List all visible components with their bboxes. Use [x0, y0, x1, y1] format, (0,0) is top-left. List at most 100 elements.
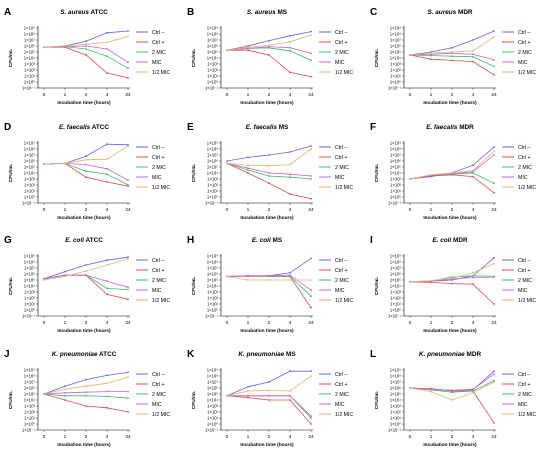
data-point: [127, 411, 129, 413]
legend-label: MIC: [335, 175, 345, 181]
legend-label: Ctrl +: [335, 268, 348, 274]
data-point: [247, 46, 249, 49]
data-point: [127, 179, 129, 182]
data-point: [472, 271, 474, 274]
y-tick-label: 1×10⁹: [207, 25, 218, 30]
data-point: [268, 175, 270, 177]
data-point: [85, 155, 87, 158]
x-tick-label: 1: [64, 207, 67, 213]
y-tick-label: 1×10⁴: [390, 283, 401, 288]
y-tick-label: 1×10⁹: [390, 253, 401, 258]
panel-title-suffix: ATCC: [98, 351, 117, 358]
x-axis-label: Incubation time (hours): [57, 328, 111, 334]
y-tick-label: 1×10⁸: [24, 259, 35, 264]
data-point: [451, 46, 453, 49]
y-axis-label: CFU/mL: [374, 391, 380, 409]
data-point: [310, 59, 312, 62]
data-point: [289, 71, 291, 74]
y-tick-label: 1×10⁹: [207, 253, 218, 258]
panel-title: E. coli MDR: [432, 237, 468, 244]
data-point: [247, 156, 249, 159]
y-axis-label: CFU/mL: [374, 49, 380, 67]
data-point: [430, 390, 432, 393]
data-point: [289, 193, 291, 195]
legend-label: Ctrl +: [335, 382, 348, 388]
data-point: [247, 164, 249, 167]
y-tick-label: 1×10¹: [390, 188, 401, 193]
y-tick-label: 1×10²: [207, 295, 218, 300]
legend-label: Ctrl +: [335, 155, 348, 161]
x-tick-label: 1: [64, 434, 67, 440]
y-tick-label: 1×10²: [390, 409, 401, 414]
data-point: [106, 41, 108, 44]
data-point: [493, 191, 495, 194]
data-point: [127, 298, 129, 301]
x-axis-label: Incubation time (hours): [57, 100, 111, 106]
x-tick-label: 4: [472, 207, 475, 213]
data-point: [430, 279, 432, 282]
data-point: [310, 145, 312, 147]
data-point: [472, 175, 474, 178]
panel-g: G E. coli ATCCCFU/mL1×10⁹1×10⁸1×10⁷1×10⁶1…: [4, 235, 170, 334]
x-tick-label: 1: [247, 92, 250, 98]
x-tick-label: 1: [64, 320, 67, 326]
data-point: [85, 158, 87, 161]
y-tick-label: 1×10⁵: [390, 164, 401, 169]
x-tick-label: 1: [430, 207, 433, 213]
data-point: [85, 378, 87, 381]
data-point: [85, 40, 87, 43]
legend-label: Ctrl +: [335, 40, 348, 46]
y-tick-label: 1×10⁰: [24, 194, 35, 199]
data-point: [451, 399, 453, 401]
y-tick-label: 1×10¹: [390, 415, 401, 420]
y-tick-label: 1×10⁴: [390, 397, 401, 402]
data-point: [310, 30, 312, 33]
data-point: [493, 373, 495, 376]
y-tick-label: 1×10³: [390, 289, 401, 294]
y-tick-label: 1×10⁻¹: [388, 313, 402, 318]
panel-title: E. coli ATCC: [65, 237, 103, 244]
data-point: [64, 385, 66, 388]
series-line-3: [43, 162, 129, 186]
y-tick-label: 1×10⁴: [207, 283, 218, 288]
data-point: [85, 274, 87, 277]
panel-letter: A: [4, 7, 11, 18]
x-tick-label: 24: [491, 320, 497, 326]
data-point: [268, 54, 270, 56]
data-point: [106, 395, 108, 398]
data-point: [268, 389, 270, 392]
x-tick-label: 24: [491, 92, 497, 98]
y-tick-label: 1×10⁸: [207, 373, 218, 378]
legend-label: Ctrl +: [518, 40, 531, 46]
x-tick-label: 4: [472, 434, 475, 440]
y-tick-label: 1×10⁴: [24, 170, 35, 175]
x-axis-label: Incubation time (hours): [240, 100, 294, 106]
x-tick-label: 2: [85, 207, 88, 213]
y-axis-label: CFU/mL: [191, 49, 197, 67]
panel-title: S. aureus MDR: [427, 9, 472, 16]
y-tick-label: 1×10²: [207, 409, 218, 414]
y-tick-label: 1×10⁶: [207, 385, 218, 390]
x-tick-label: 4: [106, 320, 109, 326]
legend-label: 1/2 MIC: [335, 412, 353, 418]
x-tick-label: 0: [409, 207, 412, 213]
y-tick-label: 1×10⁶: [207, 158, 218, 163]
legend-label: Ctrl –: [335, 30, 348, 36]
y-tick-label: 1×10⁻¹: [205, 427, 219, 432]
y-tick-label: 1×10⁶: [390, 158, 401, 163]
y-tick-label: 1×10⁻¹: [388, 85, 402, 90]
legend-label: Ctrl +: [152, 40, 165, 46]
series-line-5: [43, 145, 129, 165]
legend-label: MIC: [335, 60, 345, 66]
legend-label: Ctrl –: [335, 258, 348, 264]
x-tick-label: 4: [106, 207, 109, 213]
series-line-1: [226, 258, 312, 277]
data-point: [289, 40, 291, 43]
legend-label: MIC: [518, 60, 528, 66]
x-tick-label: 1: [64, 92, 67, 98]
y-axis-label: CFU/mL: [191, 391, 197, 409]
y-tick-label: 1×10⁵: [24, 49, 35, 54]
panel-title: K. pneumoniae ATCC: [52, 351, 117, 358]
legend-label: 1/2 MIC: [335, 70, 353, 76]
x-tick-label: 2: [268, 92, 271, 98]
